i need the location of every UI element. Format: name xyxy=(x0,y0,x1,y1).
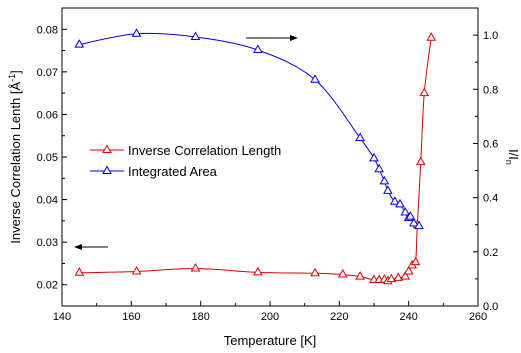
arrow-left-head xyxy=(74,244,82,250)
y2-tick-label-0.8: 0.8 xyxy=(483,84,498,96)
legend-marker-blue xyxy=(102,165,112,174)
data-point-integrated-area-2 xyxy=(190,31,201,40)
data-point-integrated-area-14 xyxy=(405,211,416,220)
x-tick-label-180: 180 xyxy=(191,311,209,323)
y-axis-title-sup: -1 xyxy=(7,74,17,82)
y-axis-title-main: Inverse Correlation Lenth [Å xyxy=(8,82,23,244)
arrow-right-head xyxy=(290,35,298,41)
y2-tick-label-0.4: 0.4 xyxy=(483,193,498,205)
data-point-inverse-correlation-length-14 xyxy=(403,266,414,275)
x-tick-label-140: 140 xyxy=(53,311,71,323)
data-point-integrated-area-0 xyxy=(74,39,85,48)
data-point-integrated-area-4 xyxy=(310,74,320,83)
series-line-integrated-area xyxy=(79,32,420,227)
data-point-integrated-area-3 xyxy=(253,44,263,53)
arrow-left-series xyxy=(74,244,108,250)
x-tick-label-240: 240 xyxy=(399,311,417,323)
legend-item-integrated-area: Integrated Area xyxy=(90,164,218,179)
x-axis-ticks: 140 160 180 200 220 240 260 xyxy=(53,301,487,323)
y-tick-label-0.04: 0.04 xyxy=(37,195,58,207)
series-layer xyxy=(74,28,437,285)
x-tick-label-260: 260 xyxy=(469,311,487,323)
y2-tick-label-0: 0.0 xyxy=(483,301,498,313)
series-line-inverse-correlation-length xyxy=(79,37,432,282)
data-point-inverse-correlation-length-16 xyxy=(410,256,421,266)
legend-marker-red xyxy=(102,144,112,153)
y-tick-label-0.03: 0.03 xyxy=(37,237,58,249)
legend: Inverse Correlation Length Integrated Ar… xyxy=(90,143,281,179)
data-point-integrated-area-11 xyxy=(395,198,405,208)
data-point-integrated-area-7 xyxy=(374,163,385,173)
data-point-integrated-area-6 xyxy=(369,152,379,162)
y-tick-label-0.02: 0.02 xyxy=(37,280,58,292)
data-point-inverse-correlation-length-2 xyxy=(190,263,201,272)
y-tick-label-0.06: 0.06 xyxy=(37,109,58,121)
data-point-integrated-area-12 xyxy=(400,207,411,216)
y2-axis-title: I/In xyxy=(504,149,521,165)
y-tick-label-0.08: 0.08 xyxy=(37,24,58,36)
x-tick-label-220: 220 xyxy=(330,311,348,323)
data-point-inverse-correlation-length-3 xyxy=(253,266,263,276)
legend-label-integrated-area: Integrated Area xyxy=(128,164,218,179)
data-point-integrated-area-1 xyxy=(131,28,142,37)
y2-tick-label-0.6: 0.6 xyxy=(483,138,498,150)
legend-item-inverse-correlation-length: Inverse Correlation Length xyxy=(90,143,281,158)
y2-tick-label-1: 1.0 xyxy=(483,30,498,42)
data-point-inverse-correlation-length-1 xyxy=(131,266,142,275)
data-point-inverse-correlation-length-13 xyxy=(400,271,411,280)
y-tick-label-0.07: 0.07 xyxy=(37,67,58,79)
y2-axis-title-sub: n xyxy=(504,160,514,165)
y-tick-label-0.05: 0.05 xyxy=(37,152,58,164)
data-point-inverse-correlation-length-12 xyxy=(393,272,404,281)
data-point-inverse-correlation-length-19 xyxy=(419,87,430,97)
y-axis-title-end: ] xyxy=(8,70,23,74)
data-point-integrated-area-16 xyxy=(414,220,424,230)
data-point-inverse-correlation-length-0 xyxy=(74,267,85,276)
data-point-integrated-area-9 xyxy=(383,185,393,194)
data-point-inverse-correlation-length-6 xyxy=(355,271,365,280)
data-point-integrated-area-10 xyxy=(389,196,400,205)
x-tick-label-160: 160 xyxy=(122,311,140,323)
data-point-integrated-area-8 xyxy=(379,175,390,185)
arrow-right-series xyxy=(246,35,298,41)
legend-label-inverse-correlation-length: Inverse Correlation Length xyxy=(128,143,281,158)
y-axis-ticks: 0.02 0.03 0.04 0.05 0.06 0.07 0.08 xyxy=(37,24,67,292)
y2-axis-ticks: 0.0 0.2 0.4 0.6 0.8 1.0 xyxy=(473,30,498,313)
data-point-inverse-correlation-length-18 xyxy=(415,156,426,166)
data-point-integrated-area-15 xyxy=(409,217,419,227)
data-point-inverse-correlation-length-5 xyxy=(337,268,348,278)
x-axis-title: Temperature [K] xyxy=(224,333,317,348)
x-tick-label-200: 200 xyxy=(261,311,279,323)
y-axis-title: Inverse Correlation Lenth [Å-1] xyxy=(7,70,23,244)
y2-axis-title-main: I/I xyxy=(506,149,521,160)
y2-tick-label-0.2: 0.2 xyxy=(483,247,498,259)
data-point-inverse-correlation-length-4 xyxy=(310,267,320,277)
data-point-integrated-area-5 xyxy=(355,132,365,142)
data-point-inverse-correlation-length-11 xyxy=(386,273,397,283)
data-point-inverse-correlation-length-20 xyxy=(426,32,437,41)
